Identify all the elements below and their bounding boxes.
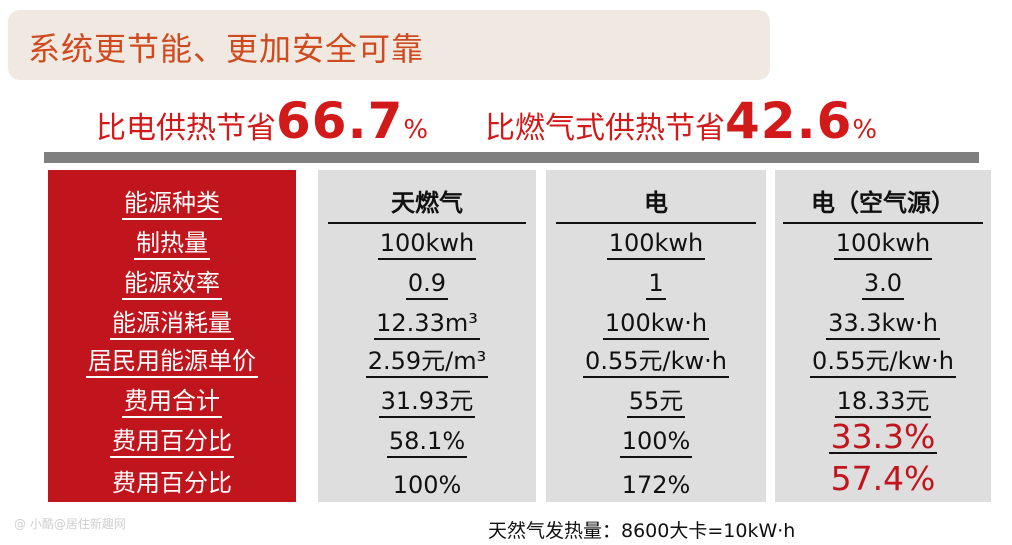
row-label: 费用百分比 bbox=[112, 469, 232, 497]
table-cell: 172% bbox=[621, 471, 691, 499]
row-label: 费用百分比 bbox=[48, 426, 296, 458]
column-header: 电 bbox=[644, 189, 668, 217]
table-cell: 12.33m³ bbox=[318, 308, 536, 340]
table-cell: 0.9 bbox=[318, 268, 536, 300]
natural-gas-column: 天燃气 100kwh 0.9 12.33m³ 2.59元/m³ 31.93元 5… bbox=[318, 170, 536, 502]
table-cell: 1 bbox=[546, 268, 766, 300]
saving-electric-unit: % bbox=[403, 115, 429, 145]
saving-vs-gas: 比燃气式供热节省42.6% bbox=[485, 92, 877, 154]
table-cell: 58.1% bbox=[318, 426, 536, 458]
table-cell: 100kwh bbox=[546, 228, 766, 260]
table-cell: 3.0 bbox=[775, 268, 991, 300]
row-label-column: 能源种类 制热量 能源效率 能源消耗量 居民用能源单价 费用合计 费用百分比 费… bbox=[48, 170, 296, 502]
table-cell: 100kwh bbox=[775, 228, 991, 260]
saving-gas-value: 42.6 bbox=[725, 92, 853, 150]
row-underline bbox=[328, 222, 526, 224]
electric-column: 电 100kwh 1 100kw·h 0.55元/kw·h 55元 100% 1… bbox=[546, 170, 766, 502]
row-label: 能源种类 bbox=[48, 188, 296, 220]
column-header: 天燃气 bbox=[391, 189, 463, 217]
table-cell: 0.55元/kw·h bbox=[775, 346, 991, 378]
table-cell: 31.93元 bbox=[318, 386, 536, 418]
table-cell: 100% bbox=[392, 471, 462, 499]
table-cell: 2.59元/m³ bbox=[318, 346, 536, 378]
saving-gas-label: 比燃气式供热节省 bbox=[485, 111, 725, 146]
row-underline bbox=[556, 222, 756, 224]
saving-gas-unit: % bbox=[852, 115, 878, 145]
footnote: 天然气发热量：8600大卡=10kW·h bbox=[488, 520, 796, 542]
saving-electric-label: 比电供热节省 bbox=[96, 111, 276, 146]
table-cell: 100kw·h bbox=[546, 308, 766, 340]
row-label: 能源消耗量 bbox=[48, 308, 296, 340]
saving-electric-value: 66.7 bbox=[276, 92, 404, 150]
row-underline bbox=[783, 222, 983, 224]
table-cell: 55元 bbox=[546, 386, 766, 418]
row-label: 能源效率 bbox=[48, 268, 296, 300]
highlight-cell: 33.3% bbox=[828, 417, 938, 456]
column-header: 电（空气源） bbox=[811, 189, 955, 217]
row-label: 制热量 bbox=[48, 228, 296, 260]
table-cell: 33.3kw·h bbox=[775, 308, 991, 340]
saving-vs-electric: 比电供热节省66.7% bbox=[96, 92, 428, 154]
table-cell: 100% bbox=[546, 426, 766, 458]
table-cell: 0.55元/kw·h bbox=[546, 346, 766, 378]
watermark: @ 小酷@居住新趣网 bbox=[14, 517, 126, 531]
table-cell: 100kwh bbox=[318, 228, 536, 260]
row-label: 费用合计 bbox=[48, 386, 296, 418]
highlight-cell: 57.4% bbox=[830, 459, 936, 498]
title-banner: 系统更节能、更加安全可靠 bbox=[8, 10, 770, 80]
page-title: 系统更节能、更加安全可靠 bbox=[28, 30, 425, 68]
divider-bar bbox=[44, 152, 979, 163]
row-label: 居民用能源单价 bbox=[48, 346, 296, 378]
air-source-column: 电（空气源） 100kwh 3.0 33.3kw·h 0.55元/kw·h 18… bbox=[775, 170, 991, 502]
table-cell: 18.33元 bbox=[775, 386, 991, 418]
